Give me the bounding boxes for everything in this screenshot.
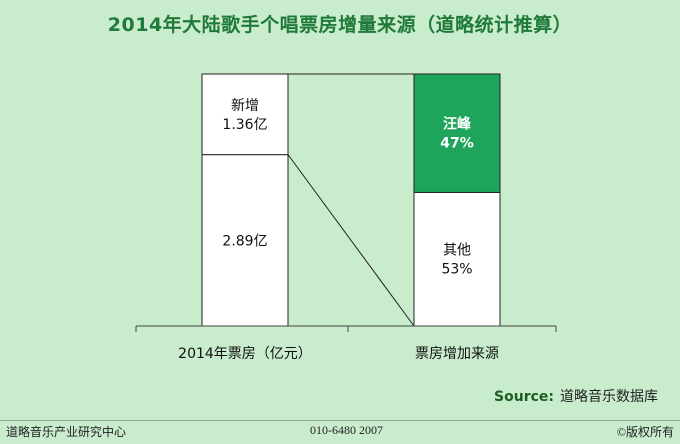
data-label-1-1: 2.89亿 [222,233,267,249]
chart-title: 2014年大陆歌手个唱票房增量来源（道略统计推算） [107,14,573,36]
footer-phone: 010-6480 2007 [310,423,383,437]
data-label-2-2: 汪峰 47% [440,116,474,152]
bar-segment-2-1 [413,191,501,327]
connector-line-bottom [287,154,415,327]
source-label: Source: [494,389,554,405]
source-name: 道略音乐数据库 [560,389,658,405]
bar-segment-1-1 [201,154,289,327]
footer-divider [0,420,680,421]
category-label-1: 2014年票房（亿元） [178,346,312,362]
bar-segment-2-2 [413,73,501,193]
footer-organization: 道略音乐产业研究中心 [6,425,127,439]
bar-segment-1-2 [201,73,289,156]
footer-copyright: ©版权所有 [616,425,674,439]
category-label-2: 票房增加来源 [415,346,499,362]
data-label-1-2: 新增 1.36亿 [222,98,267,133]
source-note: Source: 道略音乐数据库 [494,386,658,406]
data-label-2-1: 其他 53% [441,243,472,278]
